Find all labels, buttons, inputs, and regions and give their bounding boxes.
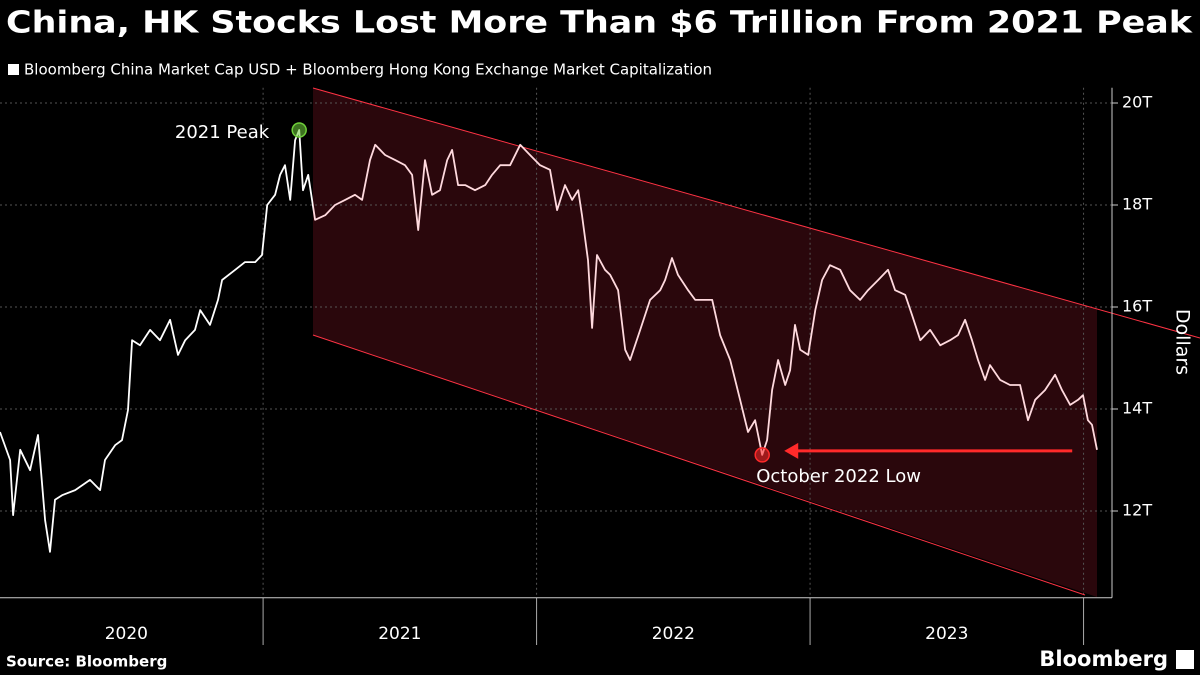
logo-icon [1176, 650, 1194, 669]
data-line [0, 129, 1098, 553]
x-tick-label: 2020 [105, 624, 148, 644]
annotation-arrowhead [784, 442, 799, 459]
x-tick-label: 2023 [925, 624, 968, 644]
annotation-marker [291, 122, 307, 138]
y-axis-label: Dollars [1172, 309, 1194, 375]
legend-swatch [8, 64, 19, 75]
channel-lower [312, 334, 1086, 596]
annotation-label: October 2022 Low [756, 466, 921, 487]
logo: Bloomberg [1039, 647, 1168, 671]
y-tick-label: 16T [1122, 297, 1152, 316]
trend-channel [313, 88, 1097, 597]
annotation-label: 2021 Peak [175, 122, 270, 143]
legend-label: Bloomberg China Market Cap USD + Bloombe… [24, 61, 712, 79]
channel-upper [312, 87, 1200, 339]
annotation-marker [754, 447, 770, 463]
y-tick-label: 18T [1122, 195, 1152, 214]
y-tick-label: 20T [1122, 93, 1152, 112]
y-tick-label: 14T [1122, 399, 1152, 418]
y-tick-label: 12T [1122, 501, 1152, 520]
source: Source: Bloomberg [6, 653, 167, 671]
chart-title: China, HK Stocks Lost More Than $6 Trill… [6, 6, 1193, 41]
x-tick-label: 2021 [378, 624, 421, 644]
x-tick-label: 2022 [652, 624, 695, 644]
